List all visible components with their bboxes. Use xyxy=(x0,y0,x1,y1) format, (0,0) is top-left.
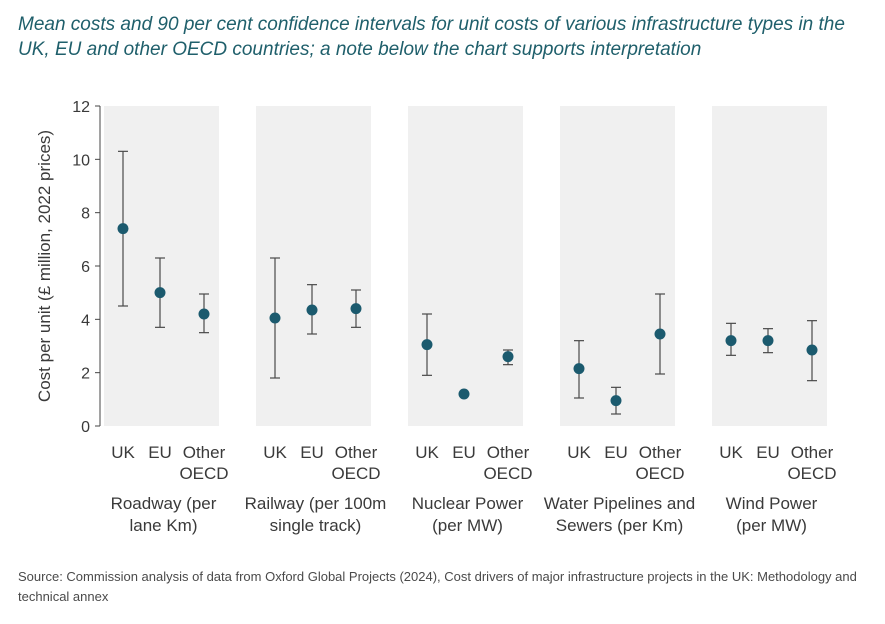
category-label-line: OECD xyxy=(179,464,228,483)
category-label-line: Other xyxy=(183,443,226,462)
group-label: Roadway (per lane Km) xyxy=(111,494,217,535)
mean-point xyxy=(306,304,318,316)
category-label-line: UK xyxy=(111,443,135,462)
category-label-line: EU xyxy=(300,443,324,462)
group-label-line: Nuclear Power xyxy=(412,494,524,513)
y-tick-label: 4 xyxy=(81,312,90,329)
mean-point xyxy=(654,328,666,340)
mean-point xyxy=(725,335,737,347)
category-label-line: UK xyxy=(567,443,591,462)
category-label-line: Other xyxy=(487,443,530,462)
group-panel xyxy=(712,106,827,426)
mean-point xyxy=(198,308,210,320)
category-label: EU xyxy=(148,443,172,462)
category-label: UK xyxy=(719,443,743,462)
group-label-line: Wind Power xyxy=(726,494,818,513)
group-label-line: (per MW) xyxy=(736,516,807,535)
group-label-line: Railway (per 100m xyxy=(245,494,387,513)
y-axis: 0 2 4 6 8 10 12 Cost per unit (£ million, 2022 … xyxy=(35,99,101,436)
chart-title: Mean costs and 90 per cent confidence in… xyxy=(18,14,845,60)
panel-layer xyxy=(104,106,827,426)
category-label-line: OECD xyxy=(787,464,836,483)
category-label-line: OECD xyxy=(483,464,532,483)
category-label: Other OECD xyxy=(179,443,228,483)
group-label-line: lane Km) xyxy=(129,516,197,535)
source-note: Source: Commission analysis of data from… xyxy=(18,569,857,604)
category-label-line: OECD xyxy=(331,464,380,483)
mean-point xyxy=(458,388,470,400)
group-label: Wind Power (per MW) xyxy=(726,494,818,535)
category-label: EU xyxy=(452,443,476,462)
mean-point xyxy=(421,339,433,351)
category-label: Other OECD xyxy=(331,443,380,483)
category-label-line: UK xyxy=(415,443,439,462)
category-label: EU xyxy=(300,443,324,462)
category-label: Other OECD xyxy=(787,443,836,483)
y-tick-label: 0 xyxy=(81,419,90,436)
y-tick-label: 12 xyxy=(72,99,90,116)
group-label-line: Water Pipelines and xyxy=(544,494,696,513)
mean-point xyxy=(117,223,129,235)
category-label-line: UK xyxy=(719,443,743,462)
group-label-line: Roadway (per xyxy=(111,494,217,513)
group-panel xyxy=(408,106,523,426)
mean-point xyxy=(350,303,362,315)
y-tick-label: 2 xyxy=(81,366,90,383)
group-panel xyxy=(560,106,675,426)
mean-point xyxy=(502,351,514,363)
group-label: Nuclear Power (per MW) xyxy=(412,494,524,535)
mean-point xyxy=(154,287,166,299)
marks-layer xyxy=(117,150,818,415)
label-layer: UK EU Other OECD Roadway (per lane Km) UK EU Oth… xyxy=(111,443,837,535)
category-label: EU xyxy=(604,443,628,462)
group-label-line: (per MW) xyxy=(432,516,503,535)
category-label-line: UK xyxy=(263,443,287,462)
y-axis-title: Cost per unit (£ million, 2022 prices) xyxy=(35,130,54,402)
category-label: EU xyxy=(756,443,780,462)
category-label-line: EU xyxy=(452,443,476,462)
group-panel xyxy=(104,106,219,426)
category-label: UK xyxy=(111,443,135,462)
y-tick-label: 8 xyxy=(81,206,90,223)
category-label-line: Other xyxy=(791,443,834,462)
category-label-line: EU xyxy=(604,443,628,462)
category-label: UK xyxy=(263,443,287,462)
category-label-line: OECD xyxy=(635,464,684,483)
category-label-line: Other xyxy=(335,443,378,462)
category-label-line: Other xyxy=(639,443,682,462)
category-label-line: EU xyxy=(756,443,780,462)
category-label: Other OECD xyxy=(635,443,684,483)
group-label-line: Sewers (per Km) xyxy=(556,516,684,535)
y-tick-label: 10 xyxy=(72,152,90,169)
mean-point xyxy=(762,335,774,347)
category-label: Other OECD xyxy=(483,443,532,483)
group-label: Water Pipelines and Sewers (per Km) xyxy=(544,494,696,535)
mean-point xyxy=(573,363,585,375)
group-label-line: single track) xyxy=(270,516,362,535)
mean-point xyxy=(610,395,622,407)
mean-point xyxy=(806,344,818,356)
y-tick-label: 6 xyxy=(81,259,90,276)
mean-point xyxy=(269,312,281,324)
chart-svg: 0 2 4 6 8 10 12 Cost per unit (£ million, 2022 … xyxy=(35,99,837,535)
group-label: Railway (per 100m single track) xyxy=(245,494,387,535)
category-label: UK xyxy=(567,443,591,462)
category-label-line: EU xyxy=(148,443,172,462)
category-label: UK xyxy=(415,443,439,462)
